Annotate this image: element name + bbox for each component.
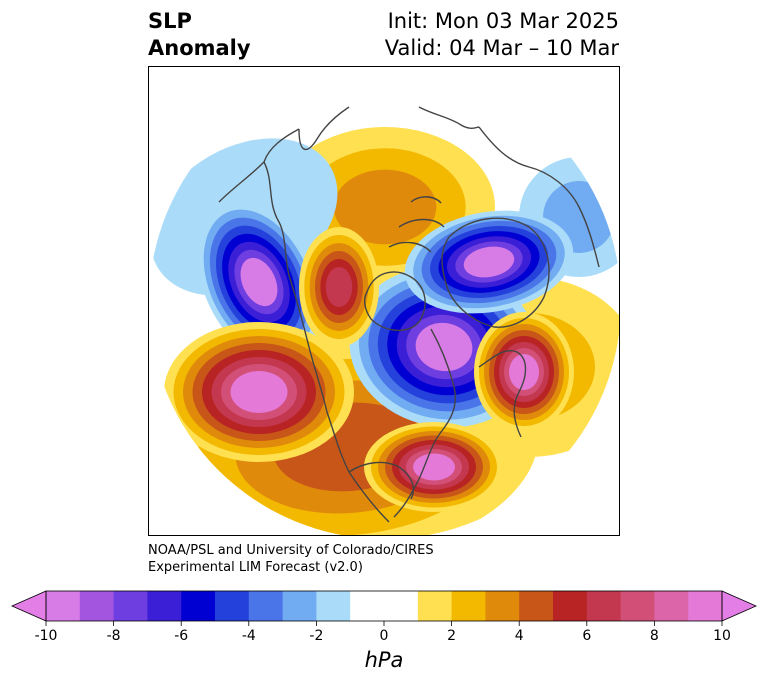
colorbar-tick-label: 6 xyxy=(582,628,592,644)
colorbar-cell xyxy=(654,591,689,621)
colorbar-cell xyxy=(620,591,655,621)
positive-anomaly-atlantic-core xyxy=(474,312,574,432)
colorbar-cell xyxy=(113,591,148,621)
colorbar-cell xyxy=(586,591,622,621)
colorbar xyxy=(11,590,757,626)
colorbar-tick-label: -6 xyxy=(174,628,189,644)
colorbar-cell xyxy=(215,591,250,621)
credit-text: NOAA/PSL and University of Colorado/CIRE… xyxy=(148,542,434,576)
positive-anomaly-canada xyxy=(299,227,379,347)
credit-line2: Experimental LIM Forecast (v2.0) xyxy=(148,560,363,575)
colorbar-over-arrow xyxy=(721,590,757,622)
negative-anomaly-north-pacific-contour xyxy=(240,257,278,307)
colorbar-tick-label: -2 xyxy=(309,628,324,644)
positive-anomaly-siberia xyxy=(364,422,504,512)
positive-anomaly-siberia-contour xyxy=(413,453,455,481)
negative-anomaly-europe-contour xyxy=(463,246,515,278)
colorbar-tick-label: -4 xyxy=(241,628,256,644)
colorbar-cell xyxy=(79,591,115,621)
chart-title: SLP Anomaly xyxy=(148,8,251,62)
colorbar-tick-label: 10 xyxy=(713,628,731,644)
colorbar-cell xyxy=(688,591,723,621)
forecast-dates: Init: Mon 03 Mar 2025 Valid: 04 Mar – 10… xyxy=(385,8,619,62)
negative-anomaly-north-pacific xyxy=(197,201,321,363)
colorbar-cell xyxy=(384,591,419,621)
colorbar-cell xyxy=(485,591,520,621)
title-line2: Anomaly xyxy=(148,36,251,60)
valid-range: Valid: 04 Mar – 10 Mar xyxy=(384,36,619,60)
colorbar-tick-label: 4 xyxy=(514,628,524,644)
colorbar-cell xyxy=(553,591,588,621)
colorbar-tick-label: 0 xyxy=(379,628,389,644)
map-canvas xyxy=(150,106,619,535)
colorbar-cell xyxy=(417,591,453,621)
colorbar-cell xyxy=(181,591,216,621)
negative-anomaly-arctic-contour xyxy=(415,322,473,372)
colorbar-cell xyxy=(350,591,385,621)
colorbar-cell xyxy=(282,591,317,621)
colorbar-cell xyxy=(451,591,486,621)
colorbar-under-arrow xyxy=(11,590,47,622)
colorbar-cell xyxy=(46,591,81,621)
colorbar-tick-label: -10 xyxy=(34,628,58,644)
anomaly-field xyxy=(150,127,619,535)
init-date: Init: Mon 03 Mar 2025 xyxy=(387,9,619,33)
coastlines xyxy=(218,106,600,523)
positive-anomaly-canada-contour xyxy=(325,267,353,307)
title-line1: SLP xyxy=(148,9,192,33)
positive-anomaly-alaska xyxy=(164,322,354,462)
colorbar-tick-label: 8 xyxy=(649,628,659,644)
slp-anomaly-map xyxy=(148,66,620,536)
colorbar-tick-label: 2 xyxy=(447,628,457,644)
positive-anomaly-atlantic-core-contour xyxy=(509,354,539,390)
colorbar-cell xyxy=(248,591,284,621)
colorbar-cell xyxy=(147,591,182,621)
credit-line1: NOAA/PSL and University of Colorado/CIRE… xyxy=(148,543,434,558)
colorbar-cell xyxy=(316,591,351,621)
positive-anomaly-north-contour xyxy=(333,169,437,245)
colorbar-unit: hPa xyxy=(364,648,404,672)
positive-anomaly-alaska-contour xyxy=(230,371,288,413)
colorbar-tick-label: -8 xyxy=(106,628,121,644)
colorbar-cell xyxy=(519,591,554,621)
